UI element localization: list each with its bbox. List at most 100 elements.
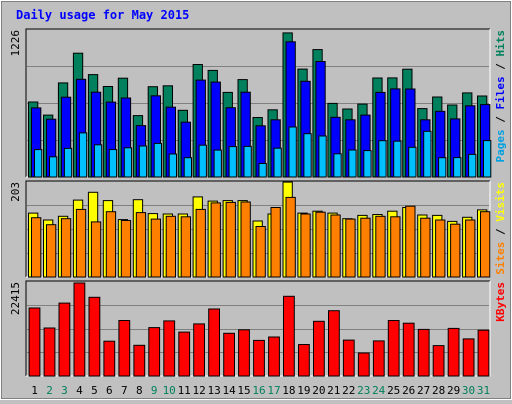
bar-pages-day-18: [288, 126, 297, 178]
bar-kbytes-day-28: [432, 345, 445, 377]
bar-sites-day-18: [285, 196, 296, 278]
bar-sites-day-5: [90, 221, 102, 278]
bar-kbytes-day-8: [133, 344, 146, 377]
bar-sites-day-28: [435, 219, 446, 278]
bar-pages-day-10: [168, 153, 177, 178]
bar-pages-day-12: [198, 144, 207, 178]
axis-label-segment: /: [494, 110, 507, 130]
bar-sites-day-1: [31, 217, 42, 278]
bar-kbytes-day-6: [103, 340, 116, 377]
bar-kbytes-day-17: [268, 336, 280, 377]
bar-sites-day-6: [105, 211, 117, 278]
bar-pages-day-2: [49, 156, 58, 178]
bar-kbytes-day-26: [402, 322, 415, 377]
x-tick-label-day-13: 13: [207, 384, 220, 397]
bar-sites-day-3: [60, 218, 72, 278]
bar-pages-day-15: [243, 145, 252, 178]
x-tick-label-day-26: 26: [402, 384, 415, 397]
x-tick-label-day-5: 5: [91, 384, 98, 397]
bar-pages-day-1: [34, 149, 43, 178]
x-tick-label-day-24: 24: [372, 384, 386, 397]
axis-label-segment: Visits: [494, 182, 507, 222]
bar-pages-day-21: [333, 153, 342, 178]
bar-pages-day-22: [348, 149, 357, 178]
bar-pages-day-6: [108, 149, 118, 178]
bar-sites-day-23: [360, 217, 371, 278]
x-tick-label-day-21: 21: [327, 384, 340, 397]
bar-sites-day-22: [345, 218, 356, 278]
x-tick-label-day-15: 15: [237, 384, 250, 397]
bar-kbytes-day-10: [163, 320, 176, 377]
bar-kbytes-day-16: [253, 339, 265, 377]
bar-pages-day-23: [363, 150, 372, 178]
bar-kbytes-day-19: [298, 344, 310, 377]
bar-sites-day-2: [46, 224, 57, 278]
bar-pages-day-25: [393, 140, 402, 178]
bar-sites-day-16: [255, 226, 266, 278]
bar-kbytes-day-1: [28, 307, 41, 377]
bar-pages-day-27: [423, 130, 432, 178]
x-tick-label-day-14: 14: [222, 384, 236, 397]
bar-kbytes-day-12: [193, 323, 205, 377]
bar-sites-day-26: [405, 205, 416, 278]
x-tick-label-day-20: 20: [312, 384, 325, 397]
chart-title: Daily usage for May 2015: [16, 8, 190, 22]
bar-sites-day-4: [75, 208, 87, 278]
axis-label-segment: Sites: [494, 242, 507, 275]
x-tick-label-day-25: 25: [387, 384, 400, 397]
bar-sites-day-31: [480, 211, 491, 278]
bar-pages-day-28: [438, 157, 447, 178]
bar-pages-day-9: [153, 142, 162, 178]
bar-pages-day-31: [483, 140, 492, 178]
bar-kbytes-day-2: [43, 327, 56, 377]
x-tick-label-day-23: 23: [357, 384, 370, 397]
bar-kbytes-day-18: [283, 295, 295, 377]
axis-label-segment: KBytes: [494, 282, 507, 322]
bar-pages-day-24: [378, 140, 387, 178]
panel-bottom-border-dark: [25, 280, 490, 376]
bar-pages-day-16: [258, 163, 267, 178]
bar-pages-day-20: [318, 135, 327, 178]
panel-middle-border-dark: [25, 180, 490, 277]
bar-sites-day-21: [330, 214, 341, 278]
x-tick-label-day-6: 6: [106, 384, 113, 397]
bar-sites-day-14: [225, 201, 236, 278]
axis-label-segment: Hits: [494, 30, 507, 57]
bar-sites-day-13: [210, 202, 221, 278]
panel-middle-max-label: 203: [9, 182, 22, 202]
axis-label-segment: Files: [494, 76, 507, 109]
axis-label-segment: /: [494, 222, 507, 242]
bar-sites-day-9: [150, 218, 161, 278]
axis-label-segment: Pages: [494, 129, 507, 162]
x-tick-label-day-2: 2: [46, 384, 53, 397]
x-tick-label-day-27: 27: [417, 384, 430, 397]
bar-pages-day-19: [303, 133, 312, 178]
bar-sites-day-20: [315, 211, 326, 278]
bar-kbytes-day-23: [357, 352, 370, 377]
bar-sites-day-24: [375, 215, 386, 278]
panel-top-axis-label: Pages / Files / Hits: [494, 30, 507, 163]
panel-bottom-max-label: 22415: [9, 282, 22, 315]
bar-kbytes-day-27: [417, 328, 430, 377]
x-tick-label-day-12: 12: [192, 384, 205, 397]
x-tick-label-day-18: 18: [282, 384, 295, 397]
x-tick-label-day-4: 4: [76, 384, 83, 397]
bar-kbytes-day-31: [477, 329, 490, 377]
bar-sites-day-8: [135, 212, 147, 278]
bar-kbytes-day-14: [223, 332, 235, 377]
bar-kbytes-day-15: [238, 329, 250, 377]
bar-pages-day-26: [408, 146, 417, 178]
bar-sites-day-11: [180, 216, 191, 278]
x-tick-label-day-8: 8: [136, 384, 143, 397]
bar-pages-day-4: [78, 132, 88, 178]
bar-kbytes-day-4: [73, 282, 86, 377]
x-tick-label-day-1: 1: [31, 384, 38, 397]
axis-label-segment: /: [494, 57, 507, 77]
x-tick-label-day-17: 17: [267, 384, 280, 397]
x-tick-label-day-28: 28: [432, 384, 445, 397]
bar-kbytes-day-11: [178, 331, 191, 377]
panel-bottom-axis-label: KBytes: [494, 282, 507, 322]
